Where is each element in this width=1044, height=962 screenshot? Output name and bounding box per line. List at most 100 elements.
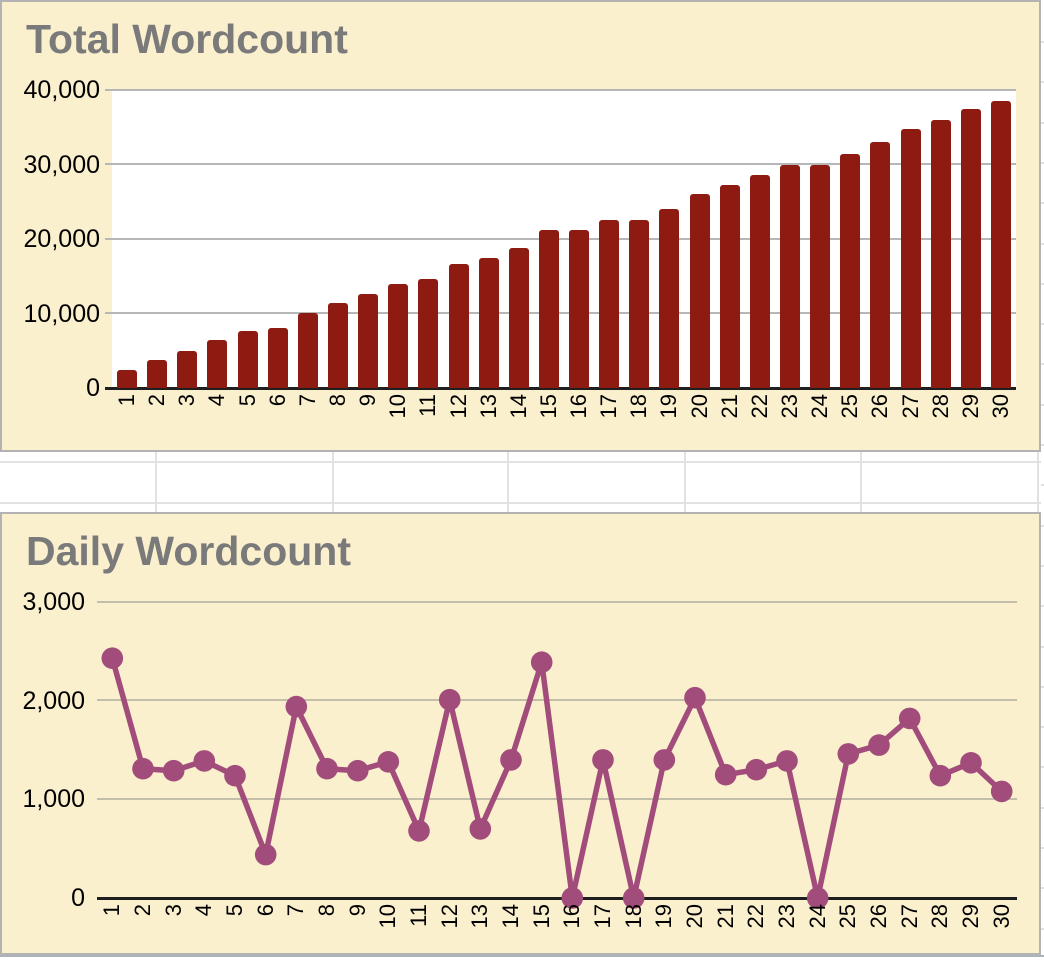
bar-day-19 — [659, 209, 680, 388]
y-axis-label: 1,000 — [22, 785, 85, 814]
sheet-gridline — [1041, 524, 1044, 527]
x-axis-label: 4 — [204, 394, 230, 407]
sheet-gridline — [1041, 41, 1044, 43]
bar-day-15 — [538, 230, 559, 388]
y-axis-label: 3,000 — [22, 588, 85, 616]
data-point-day-20 — [684, 686, 706, 709]
x-axis-label: 19 — [651, 904, 677, 929]
x-axis-label: 1 — [99, 904, 125, 917]
data-point-day-10 — [377, 751, 400, 773]
gridline — [97, 600, 1017, 603]
data-point-day-12 — [438, 688, 461, 711]
sheet-gridline — [1041, 806, 1044, 809]
sheet-gridline — [1041, 927, 1044, 930]
x-axis-label: 25 — [837, 394, 863, 419]
data-point-day-8 — [316, 757, 338, 780]
x-axis-label: 26 — [866, 904, 891, 929]
data-point-day-7 — [285, 695, 308, 718]
sheet-gridline — [1041, 887, 1044, 890]
bar-day-18 — [629, 219, 650, 388]
y-axis-label: 0 — [71, 884, 85, 912]
x-axis-label: 21 — [716, 394, 742, 419]
total-wordcount-chart[interactable]: Total Wordcount 0 10,000 20,000 30,000 40,00… — [0, 0, 1041, 452]
bar-day-10 — [388, 283, 409, 388]
bar-day-26 — [870, 142, 891, 388]
x-axis-label: 27 — [896, 904, 922, 929]
sheet-gridline — [1041, 161, 1044, 164]
data-point-day-30 — [990, 780, 1013, 803]
sheet-gridline — [1041, 323, 1044, 326]
x-axis-label: 12 — [436, 904, 462, 929]
sheet-gridline — [1041, 444, 1044, 446]
sheet-gridline — [684, 452, 686, 512]
sheet-cells-strip[interactable] — [0, 452, 1044, 512]
daily-wordcount-chart[interactable]: Daily Wordcount 0 1,000 2,000 3,000 1 2 3 4 5 6 7 8… — [0, 512, 1041, 955]
data-point-day-22 — [745, 758, 768, 781]
x-axis-label: 20 — [682, 904, 707, 929]
x-axis-label: 6 — [264, 394, 290, 407]
x-axis-label: 14 — [498, 904, 523, 929]
data-point-day-2 — [132, 757, 154, 780]
bar-day-30 — [990, 101, 1011, 388]
x-axis-label: 16 — [566, 394, 592, 419]
bar-day-24 — [810, 164, 831, 388]
x-axis-label: 24 — [804, 904, 830, 929]
x-axis-label: 4 — [191, 904, 217, 917]
sheet-gridline — [1041, 81, 1044, 84]
sheet-right-sliver[interactable] — [1041, 0, 1044, 962]
x-axis-label: 19 — [656, 394, 682, 419]
bar-day-17 — [599, 219, 620, 388]
data-point-day-26 — [868, 734, 890, 756]
data-point-day-14 — [500, 749, 522, 771]
data-point-day-24 — [806, 887, 829, 909]
x-axis-label: 7 — [294, 394, 320, 407]
bar-day-8 — [328, 303, 348, 388]
bar-day-3 — [177, 350, 198, 388]
x-axis-label: 18 — [626, 394, 652, 419]
plot-area-total — [105, 88, 1016, 390]
x-axis-label: 22 — [746, 394, 772, 419]
x-axis-label: 29 — [958, 904, 983, 929]
x-axis-label: 23 — [774, 904, 799, 929]
bar-day-23 — [780, 164, 800, 388]
gridline — [105, 88, 1016, 91]
data-point-day-29 — [960, 752, 982, 774]
bar-day-9 — [358, 293, 379, 388]
data-point-day-28 — [929, 764, 952, 787]
sheet-gridline — [1041, 363, 1044, 366]
sheet-gridline — [1041, 282, 1044, 285]
x-axis-label: 5 — [222, 904, 247, 917]
sheet-gridline — [0, 502, 1044, 504]
sheet-gridline — [0, 461, 1044, 463]
sheet-gridline — [1041, 605, 1044, 608]
sheet-gridline — [1041, 766, 1044, 769]
bar-day-29 — [960, 109, 981, 388]
x-axis-label: 7 — [283, 904, 309, 917]
x-axis-label: 15 — [535, 394, 561, 419]
x-axis-label: 23 — [777, 394, 802, 419]
x-axis-label: 8 — [314, 904, 339, 917]
bar-day-11 — [418, 278, 439, 388]
data-point-day-19 — [653, 749, 676, 771]
bar-day-20 — [689, 194, 710, 388]
plot-area-daily — [97, 600, 1017, 909]
data-point-day-11 — [408, 820, 430, 842]
x-axis-label: 11 — [415, 394, 441, 417]
bar-day-21 — [719, 184, 740, 388]
x-axis-label: 8 — [325, 394, 350, 407]
sheet-gridline — [1041, 403, 1044, 406]
sheet-gridline — [1037, 452, 1039, 512]
y-axis-label: 2,000 — [22, 686, 85, 715]
x-axis-label: 26 — [867, 394, 893, 419]
x-axis-label: 27 — [897, 394, 923, 419]
x-axis-label: 2 — [130, 904, 155, 917]
data-point-day-6 — [254, 843, 277, 866]
sheet-bottom-strip[interactable] — [0, 955, 1044, 962]
data-point-day-18 — [622, 887, 645, 909]
bar-day-14 — [508, 247, 529, 388]
x-axis-label: 1 — [114, 394, 140, 407]
bar-day-7 — [297, 313, 318, 388]
x-axis-label: 28 — [927, 394, 953, 419]
x-axis-label: 11 — [406, 904, 431, 927]
data-point-day-13 — [469, 818, 492, 840]
